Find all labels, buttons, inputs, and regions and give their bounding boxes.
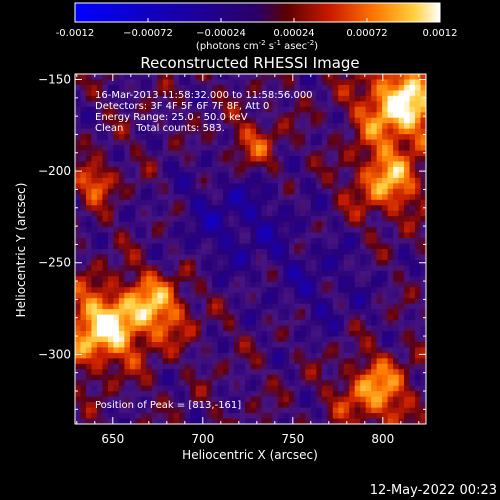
peak-position-label: Position of Peak = [813,-161] (95, 400, 241, 411)
chart-title: Reconstructed RHESSI Image (140, 54, 359, 72)
colorbar-gradient (74, 2, 441, 23)
colorbar-ticks: -0.0012 −0.00072 −0.00024 0.00024 0.00072 0.0… (56, 18, 458, 39)
energy-range-label: Energy Range: 25.0 - 50.0 keV (95, 112, 248, 123)
colorbar-tick-label: 0.0012 (423, 28, 458, 39)
x-tick-label: 800 (371, 432, 394, 446)
colorbar-tick-label: 0.00024 (273, 28, 314, 39)
colorbar-tick-label: -0.0012 (56, 28, 95, 39)
y-axis-label: Heliocentric Y (arcsec) (14, 183, 28, 318)
y-tick-label: −300 (38, 347, 71, 361)
colorbar-unit-label: (photons cm-2 s-1 asec-2) (196, 39, 318, 52)
detectors-label: Detectors: 3F 4F 5F 6F 7F 8F, Att 0 (95, 101, 269, 112)
footer-date: 12-May-2022 00:23 (370, 483, 497, 498)
x-tick-label: 650 (101, 432, 124, 446)
x-tick-label: 700 (191, 432, 214, 446)
plot-frame (74, 73, 427, 425)
y-tick-label: −150 (38, 72, 71, 86)
colorbar: -0.0012 −0.00072 −0.00024 0.00024 0.00072 0.0… (56, 2, 458, 52)
axes: 650 700 750 800 −150 −200 −250 −300 (38, 72, 426, 446)
heatmap-image (75, 74, 426, 424)
time-range-label: 16-Mar-2013 11:58:32.000 to 11:58:56.000 (95, 90, 313, 101)
method-counts-label: Clean Total counts: 583. (95, 123, 225, 134)
colorbar-tick-label: −0.00072 (123, 28, 173, 39)
x-axis-label: Heliocentric X (arcsec) (182, 448, 318, 462)
colorbar-tick-label: −0.00024 (196, 28, 246, 39)
colorbar-tick-label: 0.00072 (346, 28, 387, 39)
y-tick-label: −250 (38, 256, 71, 270)
x-tick-label: 750 (281, 432, 304, 446)
y-tick-label: −200 (38, 164, 71, 178)
annotations: 16-Mar-2013 11:58:32.000 to 11:58:56.000… (95, 90, 313, 411)
